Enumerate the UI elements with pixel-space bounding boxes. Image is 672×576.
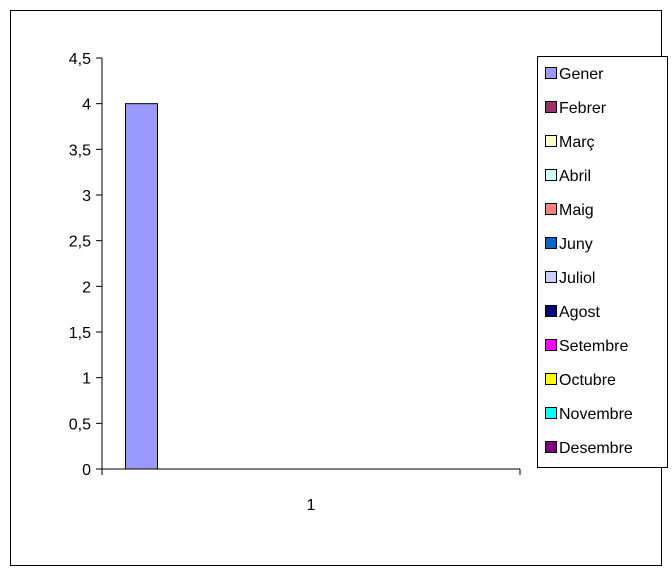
y-tick-label: 4,5 — [69, 51, 91, 68]
legend-label-novembre: Novembre — [559, 406, 633, 423]
legend-label-setembre: Setembre — [559, 338, 628, 355]
legend-swatch-maig — [545, 203, 557, 215]
legend-label-desembre: Desembre — [559, 440, 633, 457]
legend: Gener Febrer Març Abril Maig Juny Juliol Agost S… — [537, 56, 668, 468]
plot-area: 0 0,5 1 1,5 2 2,5 3 3,5 4 4,5 1 — [69, 51, 521, 514]
legend-label-gener: Gener — [559, 66, 604, 83]
legend-label-febrer: Febrer — [559, 100, 607, 117]
legend-swatch-juny — [545, 237, 557, 249]
legend-swatch-setembre — [545, 339, 557, 351]
legend-swatch-abril — [545, 169, 557, 181]
legend-label-maig: Maig — [559, 202, 594, 219]
legend-label-octubre: Octubre — [559, 372, 616, 389]
legend-swatch-novembre — [545, 407, 557, 419]
y-tick-label: 3 — [82, 188, 91, 205]
legend-label-juny: Juny — [559, 236, 593, 253]
x-tick-label: 1 — [307, 497, 316, 514]
y-tick-label: 1,5 — [69, 325, 91, 342]
legend-swatch-agost — [545, 305, 557, 317]
legend-label-juliol: Juliol — [559, 270, 595, 287]
legend-swatch-gener — [545, 67, 557, 79]
legend-swatch-juliol — [545, 271, 557, 283]
y-tick-label: 4 — [82, 97, 91, 114]
legend-swatch-octubre — [545, 373, 557, 385]
y-tick-label: 0,5 — [69, 416, 91, 433]
y-tick-label: 1 — [82, 371, 91, 388]
legend-swatch-març — [545, 135, 557, 147]
bar-gener — [125, 103, 158, 470]
legend-swatch-desembre — [545, 441, 557, 453]
y-tick-label: 3,5 — [69, 142, 91, 159]
legend-label-agost: Agost — [559, 304, 600, 321]
y-tick-label: 0 — [82, 462, 91, 479]
legend-label-març: Març — [559, 134, 595, 151]
y-tick-label: 2 — [82, 279, 91, 296]
legend-box — [537, 56, 668, 468]
y-tick-label: 2,5 — [69, 234, 91, 251]
legend-label-abril: Abril — [559, 168, 591, 185]
legend-swatch-febrer — [545, 101, 557, 113]
